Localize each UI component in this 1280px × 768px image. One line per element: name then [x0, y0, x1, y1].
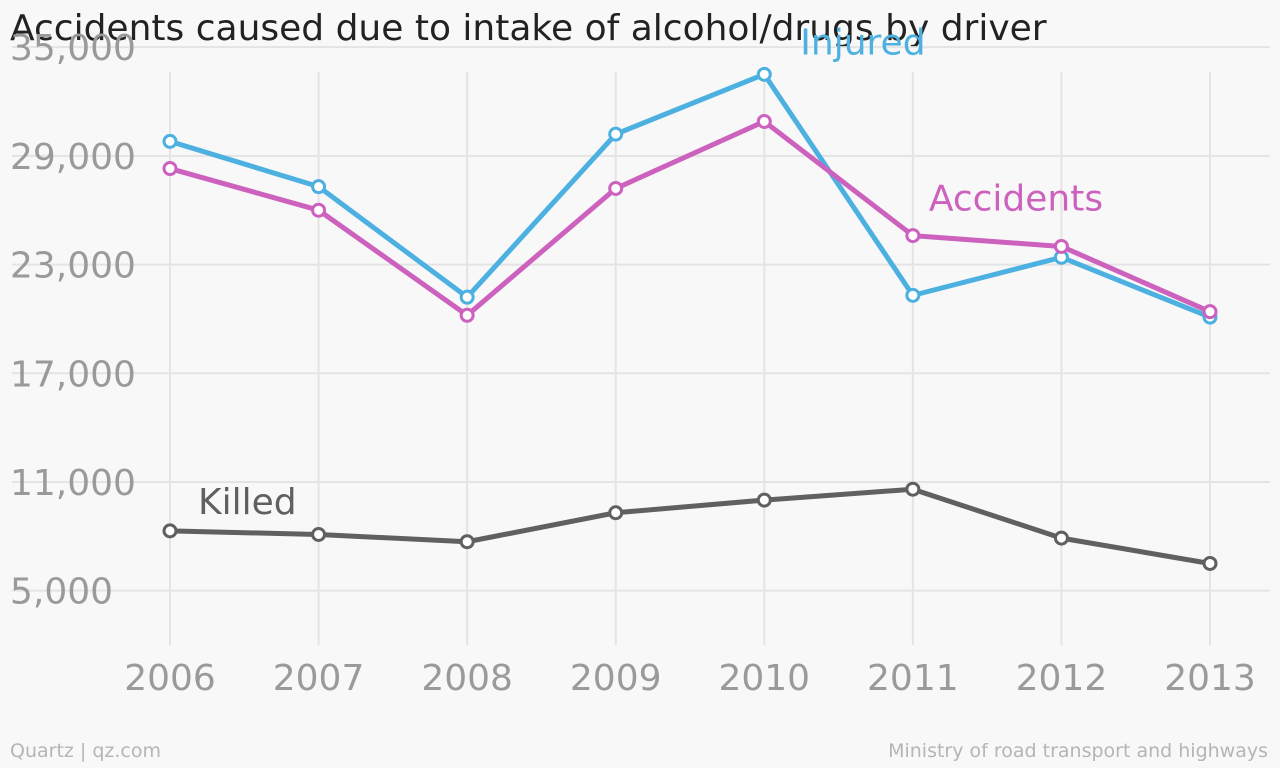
gridlines	[12, 46, 1270, 645]
y-tick-label: 23,000	[10, 246, 136, 287]
x-tick-label: 2006	[124, 658, 216, 699]
killed-point	[1202, 555, 1218, 571]
injured-point	[756, 66, 772, 82]
injured-point	[459, 289, 475, 305]
injured-point	[311, 179, 327, 195]
injured-point	[162, 133, 178, 149]
x-tick-label: 2009	[570, 658, 662, 699]
accidents-point	[311, 202, 327, 218]
x-tick-label: 2007	[273, 658, 365, 699]
killed-point	[311, 526, 327, 542]
y-tick-label: 29,000	[10, 137, 136, 178]
footer-source: Ministry of road transport and highways	[888, 740, 1268, 762]
y-tick-label: 17,000	[10, 354, 136, 395]
accidents-point	[608, 180, 624, 196]
killed-line	[167, 486, 1213, 566]
accidents-point	[1053, 238, 1069, 254]
x-tick-label: 2013	[1164, 658, 1256, 699]
killed-point	[905, 481, 921, 497]
accidents-point	[459, 307, 475, 323]
accidents-point	[905, 228, 921, 244]
x-tick-label: 2008	[421, 658, 513, 699]
accidents-series-label: Accidents	[929, 179, 1103, 220]
killed-point	[459, 534, 475, 550]
killed-series-label: Killed	[198, 482, 297, 523]
killed-point	[608, 505, 624, 521]
killed-point	[756, 492, 772, 508]
accidents-point	[1202, 304, 1218, 320]
y-tick-label: 11,000	[10, 463, 136, 504]
y-tick-label: 35,000	[10, 28, 136, 69]
accidents-line	[167, 118, 1213, 318]
killed-point	[1053, 530, 1069, 546]
y-axis: 5,000 11,000 17,000 23,000 29,000 35,000	[10, 28, 136, 612]
injured-line	[167, 71, 1213, 320]
x-tick-label: 2012	[1016, 658, 1108, 699]
accidents-point	[756, 113, 772, 129]
x-tick-label: 2011	[867, 658, 959, 699]
killed-point	[162, 523, 178, 539]
series-layer	[162, 66, 1218, 571]
x-tick-label: 2010	[718, 658, 810, 699]
chart-title: Accidents caused due to intake of alcoho…	[10, 8, 1047, 49]
injured-point	[608, 126, 624, 142]
accidents-point	[162, 161, 178, 177]
y-tick-label: 5,000	[10, 572, 113, 613]
injured-series-label: Injured	[800, 22, 925, 63]
injured-point	[905, 287, 921, 303]
footer-credit: Quartz | qz.com	[10, 740, 162, 762]
x-axis: 2006 2007 2008 2009 2010 2011 2012 2013	[124, 658, 1256, 699]
series-labels: Injured Accidents Killed	[198, 22, 1103, 523]
